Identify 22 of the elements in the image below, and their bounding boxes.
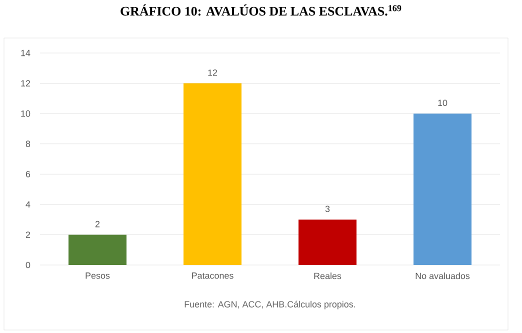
chart-title: GRÁFICO 10: AVALÚOS DE LAS ESCLAVAS.$^{169}$ [120,4,402,16]
y-tick-label: 4 [26,201,30,208]
x-tick-label: No avaluados [416,272,470,280]
x-tick-label: Pesos [86,272,110,279]
data-label: 2 [95,220,100,228]
y-tick-label: 14 [21,50,30,56]
y-tick-label: 10 [21,110,30,117]
bar [184,83,242,265]
y-tick-label: 0 [26,262,30,268]
bar [298,220,357,265]
y-tick-label: 2 [26,232,30,238]
x-tick-label: Reales [314,272,342,280]
y-tick-label: 8 [26,140,30,148]
data-label: 3 [325,206,330,212]
y-tick-label: 6 [26,170,30,178]
x-tick-label: Patacones [192,272,234,279]
bar [414,114,472,265]
source-note: Fuente: AGN, ACC, AHB.Cálculos propios. [184,300,356,310]
y-tick-label: 12 [21,80,30,86]
data-label: 10 [438,100,448,106]
bar [68,234,127,265]
data-label: 12 [208,70,218,76]
